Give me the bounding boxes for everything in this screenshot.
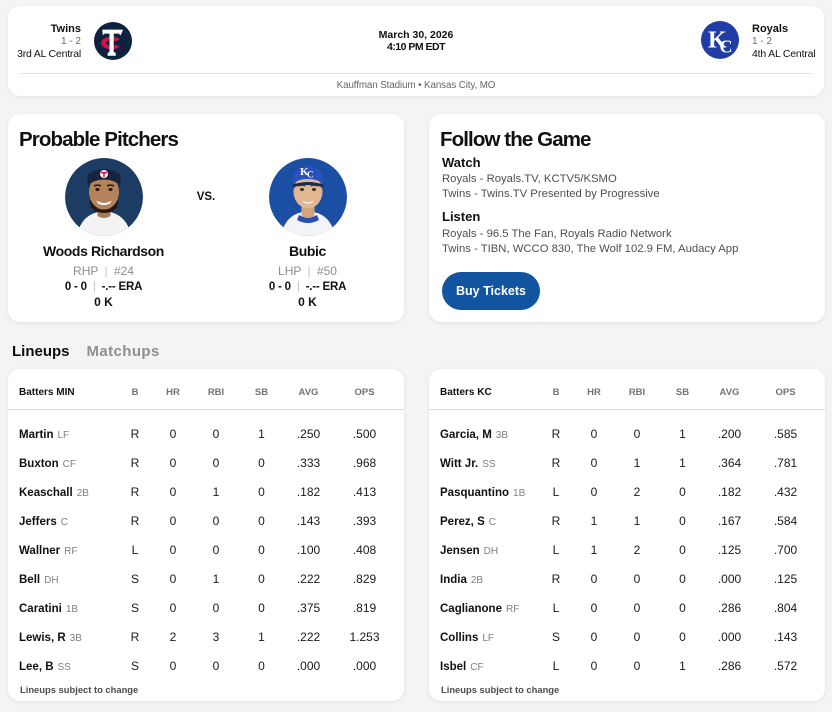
svg-text:C: C — [720, 37, 733, 57]
svg-text:K: K — [300, 166, 309, 178]
svg-text:K: K — [708, 28, 727, 54]
svg-text:C: C — [307, 170, 314, 180]
